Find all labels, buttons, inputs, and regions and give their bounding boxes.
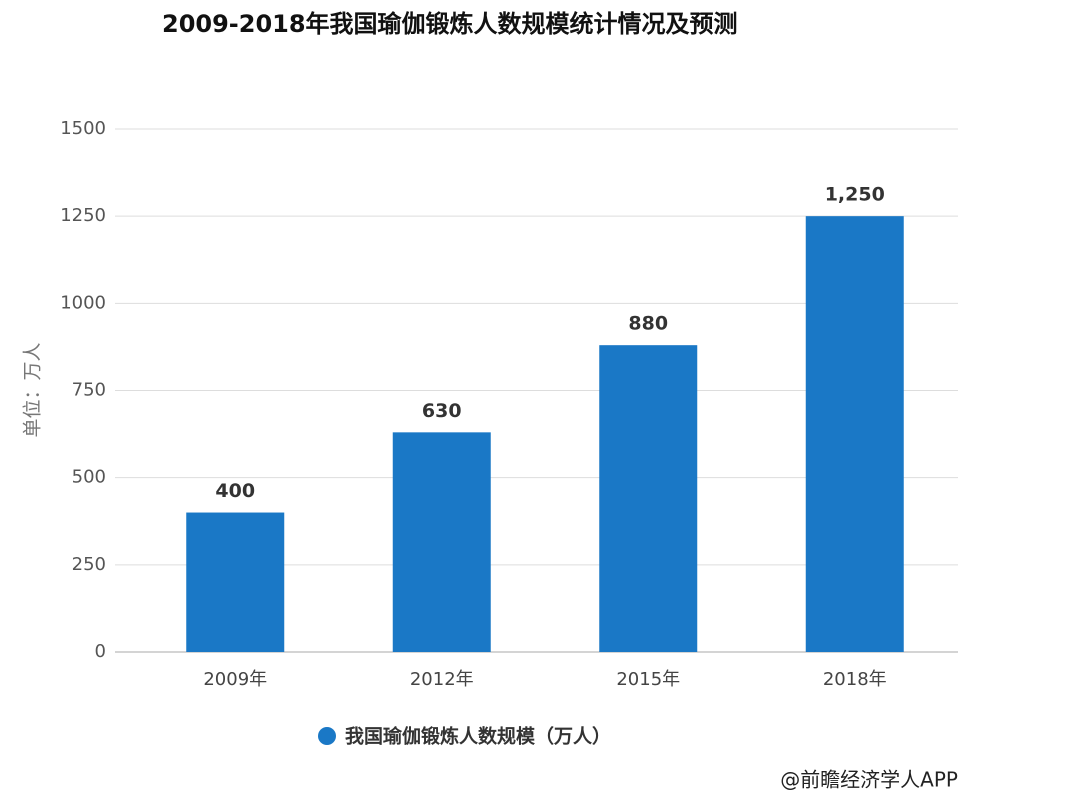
x-tick-label: 2018年 [823, 669, 887, 690]
y-tick-label: 250 [72, 554, 106, 575]
value-label: 1,250 [825, 184, 885, 206]
x-tick-label: 2012年 [410, 669, 474, 690]
y-tick-label: 1500 [60, 118, 106, 139]
bar [805, 216, 904, 652]
y-tick-label: 1250 [60, 205, 106, 226]
source: @前瞻经济学人APP [780, 768, 958, 792]
legend-marker [318, 727, 336, 745]
legend-label: 我国瑜伽锻炼人数规模（万人） [345, 725, 611, 748]
y-tick-label: 750 [72, 380, 106, 401]
value-label: 400 [215, 480, 255, 502]
value-label: 880 [628, 313, 668, 335]
value-label: 630 [422, 400, 462, 422]
chart-title: 2009-2018年我国瑜伽锻炼人数规模统计情况及预测 [162, 10, 738, 38]
y-tick-label: 0 [95, 641, 106, 662]
y-tick-label: 1000 [60, 292, 106, 313]
bar [186, 512, 285, 652]
y-tick-label: 500 [72, 467, 106, 488]
y-axis-label: 单位：万人 [22, 342, 44, 437]
x-tick-label: 2009年 [203, 669, 267, 690]
bar [599, 345, 698, 652]
bar [392, 432, 491, 652]
x-tick-label: 2015年 [616, 669, 680, 690]
